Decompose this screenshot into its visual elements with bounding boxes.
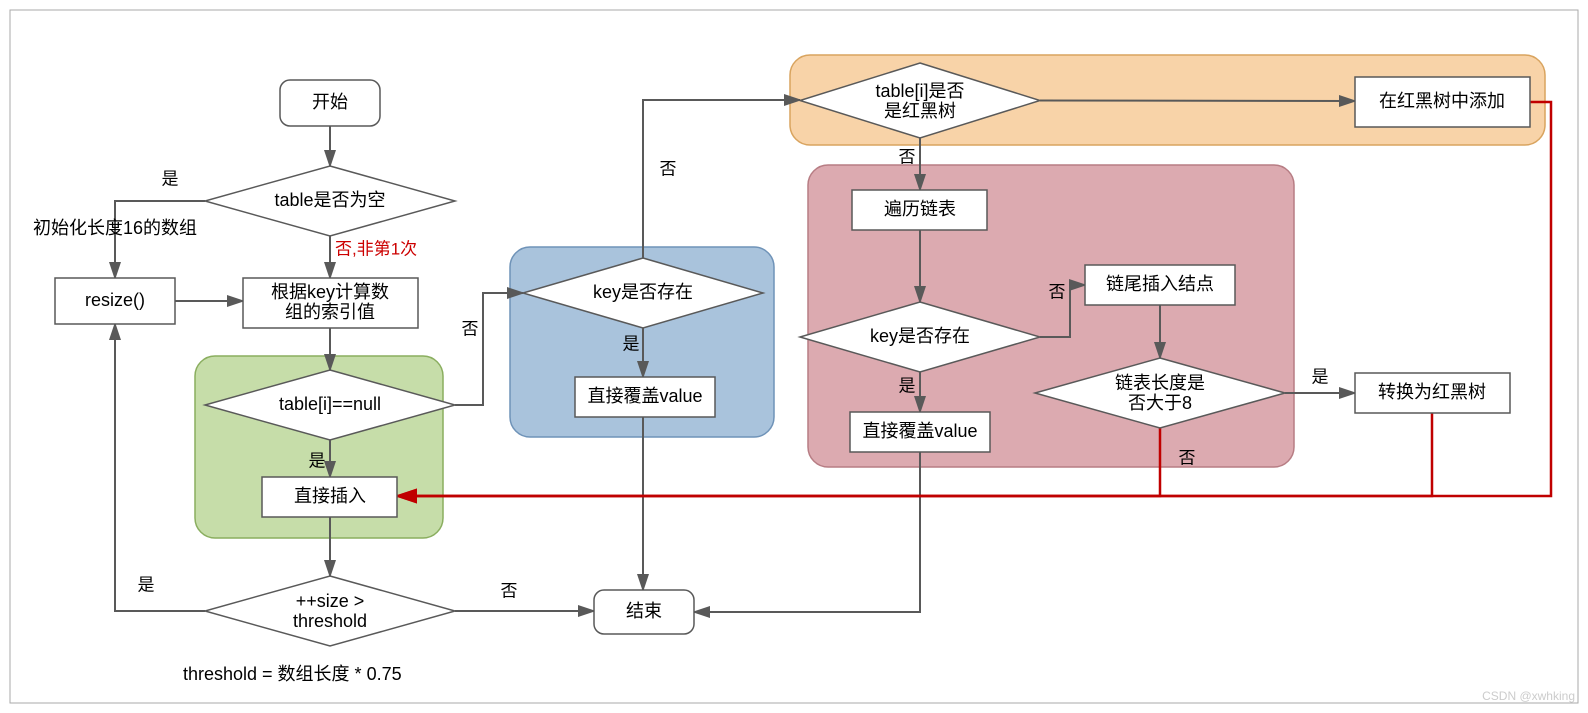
edge-label-no4: 否 bbox=[899, 147, 916, 166]
edge-label-no5: 否 bbox=[1049, 282, 1066, 301]
edge-label-yes3: 是 bbox=[138, 575, 155, 594]
text-initarr: 初始化长度16的数组 bbox=[33, 218, 197, 238]
node-addrbtree-label: 在红黑树中添加 bbox=[1379, 91, 1505, 111]
edge-label-no2: 否 bbox=[501, 581, 518, 600]
node-lengt8-l2: 否大于8 bbox=[1128, 393, 1192, 413]
node-calcindex-l1: 根据key计算数 bbox=[271, 282, 389, 302]
node-insert-label: 直接插入 bbox=[294, 486, 366, 506]
node-start-label: 开始 bbox=[312, 92, 348, 112]
edge-sizethresh-resize bbox=[115, 324, 205, 611]
watermark: CSDN @xwhking bbox=[1482, 689, 1575, 703]
node-tablenull-label: table[i]==null bbox=[279, 394, 381, 414]
label-no-firsttime: 否,非第1次 bbox=[335, 239, 417, 258]
node-sizethresh-l2: threshold bbox=[293, 611, 367, 631]
node-keyexists1-label: key是否存在 bbox=[593, 282, 693, 302]
edge-label-yes2: 是 bbox=[309, 451, 326, 470]
node-tableempty-label: table是否为空 bbox=[274, 190, 385, 210]
node-keyexists2-label: key是否存在 bbox=[870, 326, 970, 346]
edge-label-yes4: 是 bbox=[623, 334, 640, 353]
flowchart-canvas: 开始 table是否为空 初始化长度16的数组 resize() 根据key计算… bbox=[0, 0, 1588, 713]
node-overwrite2-label: 直接覆盖value bbox=[862, 421, 977, 441]
node-traverse-label: 遍历链表 bbox=[884, 199, 956, 219]
edge-label-no1: 否 bbox=[462, 319, 479, 338]
node-end-label: 结束 bbox=[626, 601, 662, 621]
note-threshold: threshold = 数组长度 * 0.75 bbox=[183, 664, 402, 684]
edge-label-yes6: 是 bbox=[1312, 367, 1329, 386]
node-sizethresh-l1: ++size > bbox=[296, 591, 365, 611]
node-isrbtree-l2: 是红黑树 bbox=[884, 101, 956, 121]
edge-label-yes1: 是 bbox=[162, 169, 179, 188]
node-overwrite1-label: 直接覆盖value bbox=[587, 386, 702, 406]
edge-label-no3: 否 bbox=[660, 159, 677, 178]
node-calcindex-l2: 组的索引值 bbox=[285, 302, 375, 322]
node-isrbtree-l1: table[i]是否 bbox=[875, 81, 964, 101]
edge-label-no6: 否 bbox=[1179, 448, 1196, 467]
node-torbtree-label: 转换为红黑树 bbox=[1378, 382, 1486, 402]
edge-isrbtree-addrbtree bbox=[1040, 101, 1355, 102]
node-resize-label: resize() bbox=[85, 290, 145, 310]
edge-tableempty-resize bbox=[115, 201, 205, 278]
edge-label-yes5: 是 bbox=[899, 376, 916, 395]
edge-overwrite2-end bbox=[694, 452, 920, 612]
node-tailinsert-label: 链尾插入结点 bbox=[1106, 274, 1214, 294]
node-lengt8-l1: 链表长度是 bbox=[1115, 373, 1205, 393]
edge-keyexists1-isrbtree bbox=[643, 100, 800, 258]
